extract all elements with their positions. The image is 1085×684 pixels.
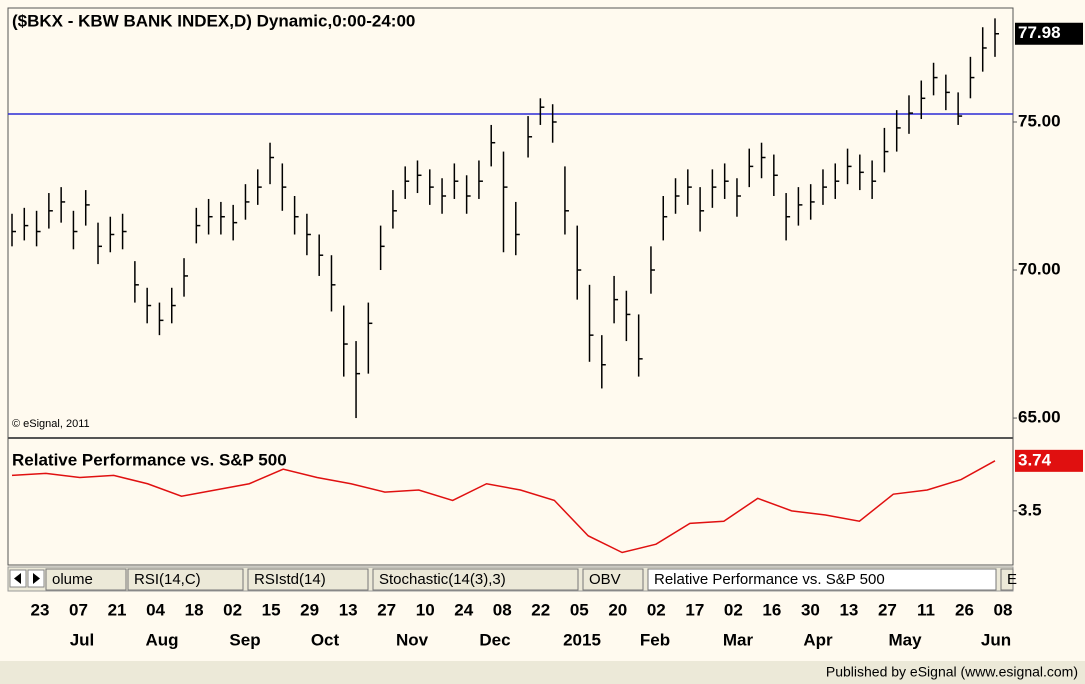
y-tick-label: 70.00 [1018,260,1061,279]
x-tick-label: 15 [262,600,281,619]
x-tick-label: 02 [223,600,242,619]
x-month-label: Jun [981,630,1011,649]
x-tick-label: 07 [69,600,88,619]
x-tick-label: 29 [300,600,319,619]
y-tick-label: 75.00 [1018,111,1061,130]
tab[interactable] [372,568,579,591]
x-tick-label: 23 [31,600,50,619]
tab-label[interactable]: Stochastic(14(3),3) [379,571,506,588]
x-month-label: 2015 [563,630,601,649]
x-month-label: Dec [479,630,510,649]
x-tick-label: 21 [108,600,127,619]
x-month-label: Sep [229,630,260,649]
tab-label[interactable]: Relative Performance vs. S&P 500 [654,571,885,588]
tab-label[interactable]: E [1007,571,1017,588]
x-tick-label: 08 [493,600,512,619]
scroll-left-icon [14,573,21,584]
footer: Published by eSignal (www.esignal.com) [826,664,1078,680]
x-tick-label: 10 [416,600,435,619]
chart-title: ($BKX - KBW BANK INDEX,D) Dynamic,0:00-2… [12,11,415,30]
last-value-box [1015,22,1083,45]
plot-frame [7,7,1014,566]
tab[interactable] [247,568,369,591]
x-month-label: May [888,630,922,649]
tab[interactable] [127,568,244,591]
x-tick-label: 16 [762,600,781,619]
last-value-label: 77.98 [1018,23,1061,42]
x-tick-label: 13 [339,600,358,619]
x-month-label: Nov [396,630,429,649]
x-tick-label: 27 [878,600,897,619]
tab[interactable] [45,568,127,591]
panel-title: Relative Performance vs. S&P 500 [12,450,287,469]
tab[interactable] [582,568,644,591]
tab-label[interactable]: RSIstd(14) [254,571,326,588]
tab-label[interactable]: olume [52,571,93,588]
x-tick-label: 27 [377,600,396,619]
x-tick-label: 05 [570,600,589,619]
x-month-label: Feb [640,630,670,649]
x-month-label: Apr [803,630,833,649]
tab-label[interactable]: RSI(14,C) [134,571,201,588]
footer-bar [0,661,1085,684]
last-value-label: 3.74 [1018,450,1052,469]
x-tick-label: 08 [994,600,1013,619]
tab[interactable] [647,568,997,591]
x-month-label: Oct [311,630,340,649]
x-tick-label: 13 [839,600,858,619]
y-tick-label: 65.00 [1018,408,1061,427]
x-tick-label: 17 [685,600,704,619]
x-tick-label: 30 [801,600,820,619]
x-month-label: Aug [145,630,178,649]
x-month-label: Mar [723,630,754,649]
x-tick-label: 02 [647,600,666,619]
x-tick-label: 20 [608,600,627,619]
y-tick-label: 3.5 [1018,500,1042,519]
x-tick-label: 18 [185,600,204,619]
x-tick-label: 26 [955,600,974,619]
watermark: © eSignal, 2011 [12,418,90,430]
tab[interactable] [1000,568,1014,591]
last-value-box [1015,449,1083,472]
x-month-label: Jul [70,630,95,649]
scroll-right-icon [33,573,40,584]
x-tick-label: 22 [531,600,550,619]
x-tick-label: 24 [454,600,473,619]
tab-label[interactable]: OBV [589,571,621,588]
x-tick-label: 02 [724,600,743,619]
x-tick-label: 04 [146,600,165,619]
rp-line [11,460,996,554]
x-tick-label: 11 [917,600,935,619]
